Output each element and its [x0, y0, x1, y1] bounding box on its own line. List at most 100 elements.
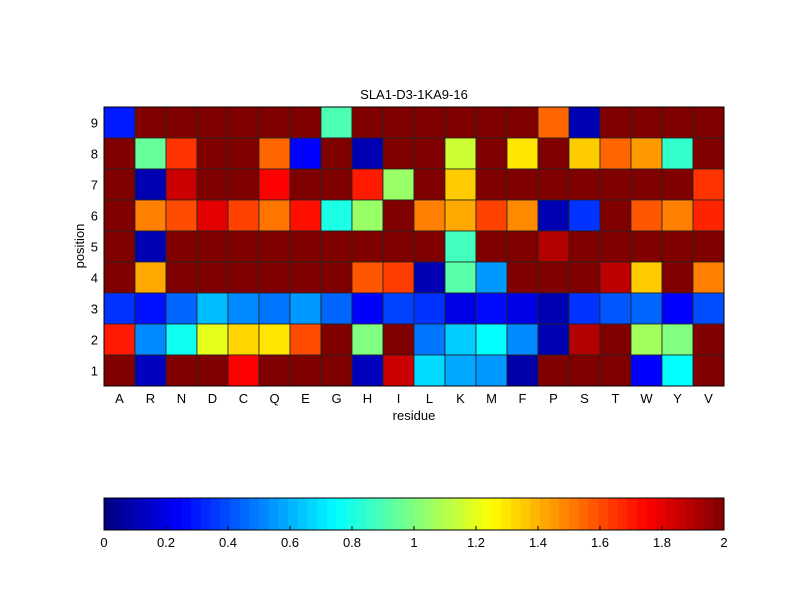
heatmap-cell: [630, 106, 663, 139]
heatmap-cell: [351, 292, 384, 325]
heatmap-cell: [351, 354, 384, 387]
colorbar-segment: [617, 498, 628, 530]
heatmap-cell: [630, 199, 663, 232]
heatmap-cell: [320, 261, 353, 294]
heatmap-cell: [227, 230, 260, 263]
colorbar-tick-label: 1.4: [529, 535, 547, 550]
heatmap-cell: [351, 106, 384, 139]
colorbar-segment: [142, 498, 153, 530]
heatmap-cell: [103, 354, 136, 387]
colorbar-segment: [443, 498, 454, 530]
colorbar-segment: [191, 498, 202, 530]
heatmap-cell: [537, 323, 570, 356]
heatmap-cell: [289, 323, 322, 356]
heatmap-cell: [568, 292, 601, 325]
heatmap-cell: [196, 199, 229, 232]
heatmap-cell: [599, 261, 632, 294]
heatmap-cell: [196, 137, 229, 170]
colorbar-segment: [288, 498, 299, 530]
heatmap-cell: [692, 106, 725, 139]
heatmap-cell: [537, 199, 570, 232]
colorbar-segment: [346, 498, 357, 530]
heatmap-cell: [661, 354, 694, 387]
heatmap-cell: [289, 137, 322, 170]
heatmap-cell: [568, 354, 601, 387]
colorbar-segment: [171, 498, 182, 530]
colorbar-segment: [462, 498, 473, 530]
y-tick-label: 4: [91, 271, 98, 286]
heatmap-cell: [103, 168, 136, 201]
colorbar-tick-label: 0.4: [219, 535, 237, 550]
x-tick-label: K: [456, 391, 465, 406]
heatmap-cell: [692, 199, 725, 232]
y-tick-label: 3: [91, 302, 98, 317]
colorbar-segment: [104, 498, 115, 530]
heatmap-cell: [320, 199, 353, 232]
y-tick-label: 9: [91, 116, 98, 131]
heatmap-cell: [134, 168, 167, 201]
colorbar-segment: [694, 498, 706, 530]
colorbar-segment: [162, 498, 173, 530]
x-tick-label: Y: [673, 391, 682, 406]
heatmap-cell: [413, 323, 446, 356]
heatmap-cell: [258, 261, 291, 294]
heatmap-cell: [289, 354, 322, 387]
heatmap-cell: [444, 168, 477, 201]
heatmap-cell: [320, 106, 353, 139]
x-tick-label: V: [704, 391, 713, 406]
heatmap-cell: [227, 106, 260, 139]
x-tick-label: F: [519, 391, 527, 406]
heatmap-cell: [506, 323, 539, 356]
y-tick-label: 1: [91, 364, 98, 379]
colorbar-segment: [268, 498, 279, 530]
heatmap-cell: [196, 354, 229, 387]
colorbar-segment: [636, 498, 647, 530]
heatmap-cell: [661, 230, 694, 263]
colorbar-segment: [326, 498, 337, 530]
colorbar-segment: [375, 498, 386, 530]
colorbar-segment: [394, 498, 405, 530]
x-tick-label: R: [146, 391, 155, 406]
heatmap-cell: [413, 168, 446, 201]
heatmap-cell: [382, 137, 415, 170]
heatmap-cell: [382, 323, 415, 356]
heatmap-cell: [258, 137, 291, 170]
heatmap-cell: [258, 230, 291, 263]
heatmap-cell: [568, 323, 601, 356]
colorbar-segment: [259, 498, 270, 530]
heatmap-cell: [444, 106, 477, 139]
heatmap-cell: [382, 168, 415, 201]
heatmap-cell: [506, 354, 539, 387]
heatmap-cell: [475, 292, 508, 325]
heatmap-cell: [320, 137, 353, 170]
x-tick-label: G: [331, 391, 341, 406]
colorbar-segment: [113, 498, 124, 530]
heatmap-cell: [599, 106, 632, 139]
heatmap-cell: [165, 261, 198, 294]
heatmap-cell: [475, 230, 508, 263]
colorbar-tick-label: 2: [720, 535, 727, 550]
colorbar-segment: [239, 498, 250, 530]
x-tick-label: T: [612, 391, 620, 406]
heatmap-cell: [630, 354, 663, 387]
heatmap-cell: [351, 199, 384, 232]
colorbar-segment: [549, 498, 560, 530]
colorbar-segment: [336, 498, 347, 530]
heatmap-cell: [289, 106, 322, 139]
heatmap-cell: [692, 354, 725, 387]
heatmap-cell: [661, 137, 694, 170]
heatmap-cell: [382, 199, 415, 232]
heatmap-cell: [444, 354, 477, 387]
x-tick-label: P: [549, 391, 558, 406]
colorbar-segment: [317, 498, 328, 530]
heatmap-cell: [506, 292, 539, 325]
heatmap-cell: [692, 230, 725, 263]
colorbar-segment: [404, 498, 415, 530]
heatmap-cell: [568, 261, 601, 294]
heatmap-cell: [630, 230, 663, 263]
heatmap-cell: [227, 292, 260, 325]
heatmap-cell: [258, 292, 291, 325]
colorbar-tick-label: 1.8: [653, 535, 671, 550]
heatmap-cell: [413, 261, 446, 294]
